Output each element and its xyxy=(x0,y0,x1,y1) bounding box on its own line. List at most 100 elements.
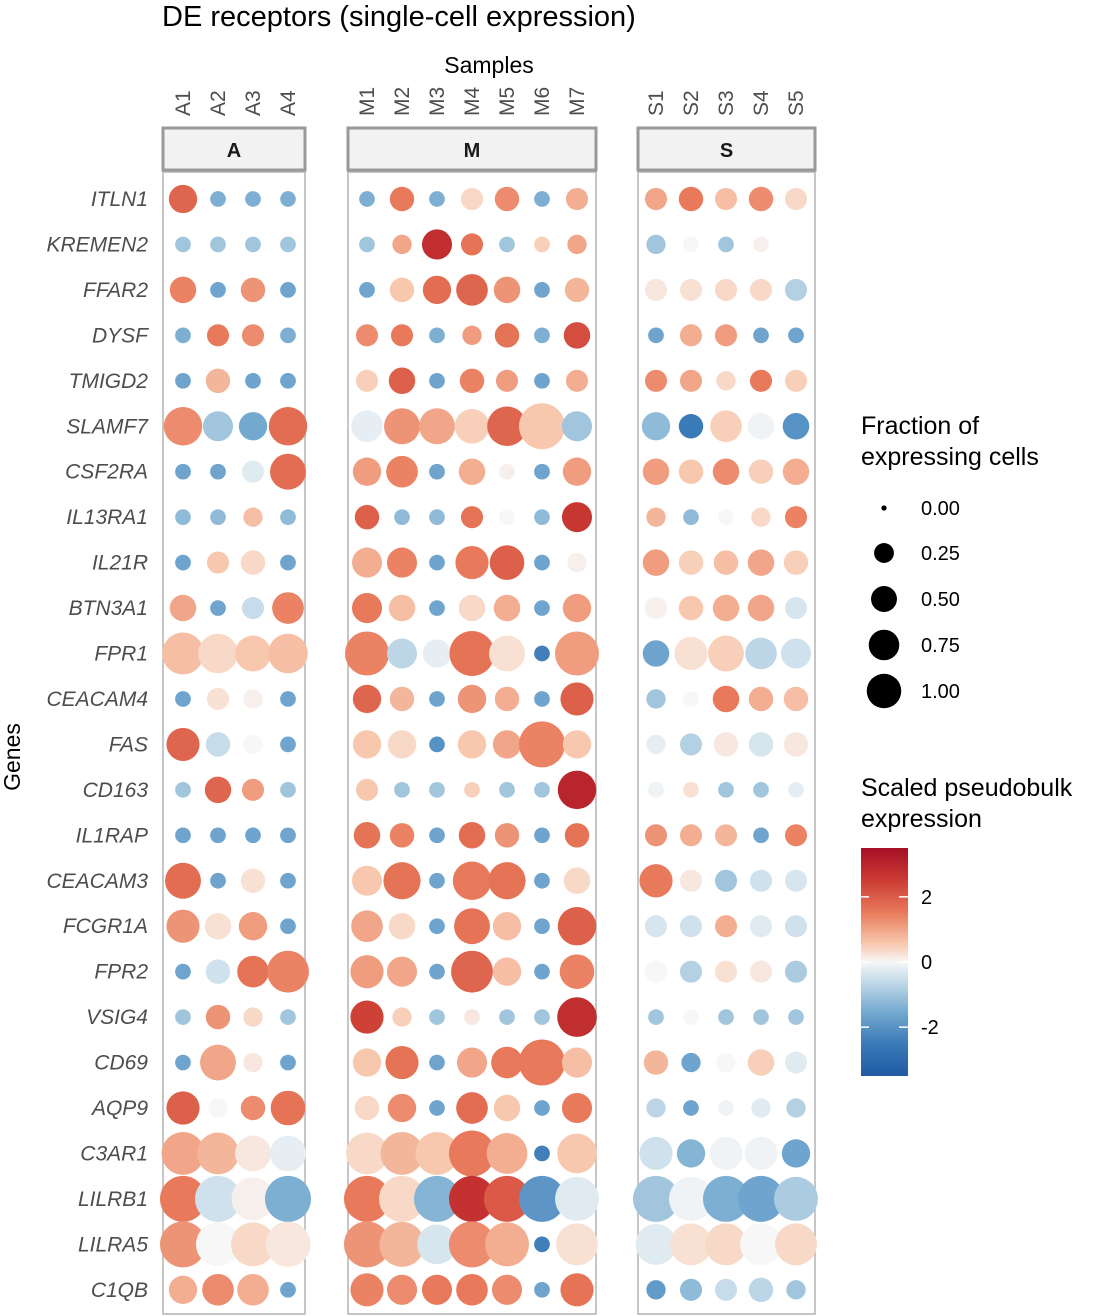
dot-LILRA5-M2 xyxy=(379,1221,425,1267)
dot-CD69-M2 xyxy=(385,1045,419,1080)
dot-FCGR1A-A4 xyxy=(280,918,296,935)
dot-CSF2RA-M5 xyxy=(499,463,515,480)
dot-SLAMF7-M4 xyxy=(454,408,490,444)
dot-SLAMF7-S4 xyxy=(747,413,775,440)
dot-CD69-M1 xyxy=(352,1048,382,1077)
dot-C3AR1-M5 xyxy=(486,1133,528,1174)
dot-CEACAM3-M7 xyxy=(563,867,591,894)
dot-C3AR1-M2 xyxy=(380,1131,424,1175)
dot-TMIGD2-A2 xyxy=(205,368,231,394)
dot-LILRA5-M3 xyxy=(417,1224,457,1265)
dot-CEACAM4-A1 xyxy=(175,691,191,707)
dot-CD69-M6 xyxy=(519,1039,565,1086)
dot-LILRA5-S2 xyxy=(670,1223,712,1266)
dot-IL21R-S5 xyxy=(783,550,809,575)
facet-panel-S: S S1 S2 S3 S4 S5 xyxy=(633,90,818,1315)
dot-FPR1-M7 xyxy=(555,631,599,676)
dot-FAS-S5 xyxy=(783,732,809,757)
dot-KREMEN2-A3 xyxy=(245,236,261,253)
dot-CD69-M4 xyxy=(456,1047,488,1078)
dot-CSF2RA-A4 xyxy=(270,453,306,490)
size-legend-label: 0.75 xyxy=(921,635,960,657)
dot-LILRA5-A2 xyxy=(196,1222,240,1267)
size-legend-key xyxy=(874,543,894,563)
dot-LILRA5-A3 xyxy=(231,1222,275,1267)
gene-label-IL21R: IL21R xyxy=(92,552,148,575)
dot-IL1RAP-S5 xyxy=(784,824,808,847)
dot-LILRA5-S1 xyxy=(635,1223,677,1265)
dot-KREMEN2-M4 xyxy=(460,233,484,256)
dot-IL21R-S2 xyxy=(678,550,704,575)
dot-VSIG4-A2 xyxy=(205,1004,231,1030)
dot-ITLN1-M7 xyxy=(565,187,589,211)
dot-FFAR2-M6 xyxy=(534,282,550,298)
dot-IL1RAP-M7 xyxy=(564,823,590,848)
y-axis-title: Genes xyxy=(0,723,25,791)
dot-C3AR1-M3 xyxy=(415,1131,459,1175)
dot-AQP9-S4 xyxy=(751,1098,771,1118)
dot-LILRB1-S2 xyxy=(669,1176,713,1221)
dot-FCGR1A-S4 xyxy=(749,915,773,938)
dot-LILRB1-M3 xyxy=(414,1175,460,1222)
dot-FPR2-S4 xyxy=(749,960,773,983)
dot-IL21R-M4 xyxy=(455,546,489,580)
dot-TMIGD2-M5 xyxy=(495,369,519,392)
dot-CSF2RA-A1 xyxy=(175,463,191,480)
dot-BTN3A1-M6 xyxy=(534,600,550,616)
dot-CD69-S3 xyxy=(716,1052,736,1073)
dot-FAS-M1 xyxy=(352,730,382,759)
dot-CD69-M5 xyxy=(491,1046,523,1079)
dot-FPR2-M7 xyxy=(559,954,595,989)
dot-FPR2-M5 xyxy=(492,957,522,986)
dot-C1QB-A2 xyxy=(202,1273,234,1306)
gene-label-CSF2RA: CSF2RA xyxy=(65,461,148,484)
size-legend-label: 0.00 xyxy=(921,498,960,520)
dot-SLAMF7-M7 xyxy=(561,411,593,442)
dot-CSF2RA-S5 xyxy=(782,458,810,485)
dot-CEACAM3-A1 xyxy=(165,862,201,899)
dot-FCGR1A-M4 xyxy=(454,908,490,945)
dot-IL21R-M6 xyxy=(534,554,550,571)
dot-CEACAM4-A3 xyxy=(243,689,263,709)
gene-label-LILRA5: LILRA5 xyxy=(78,1233,148,1256)
dot-VSIG4-M6 xyxy=(534,1009,550,1025)
dot-SLAMF7-M1 xyxy=(351,410,383,443)
sample-label-M3: M3 xyxy=(426,87,449,116)
dot-ITLN1-A4 xyxy=(280,191,296,207)
facet-strip-label: M xyxy=(464,140,481,162)
dot-CD69-M3 xyxy=(429,1054,445,1071)
dot-KREMEN2-M5 xyxy=(499,236,515,253)
dot-LILRB1-A1 xyxy=(160,1175,206,1222)
facet-strip xyxy=(161,126,307,172)
dot-FAS-M5 xyxy=(492,730,522,759)
dot-ITLN1-M6 xyxy=(534,191,550,207)
dot-LILRB1-S1 xyxy=(633,1175,679,1222)
dot-AQP9-S2 xyxy=(683,1100,699,1116)
dot-CEACAM3-M2 xyxy=(383,862,421,900)
size-legend-title: Fraction of expressing cells xyxy=(861,412,1039,471)
dot-FPR2-M4 xyxy=(451,950,493,993)
dot-FPR2-A2 xyxy=(205,959,231,984)
dot-IL1RAP-M1 xyxy=(353,822,381,849)
sample-label-M5: M5 xyxy=(496,87,519,116)
dot-DYSF-M5 xyxy=(494,323,520,348)
dot-DYSF-M6 xyxy=(534,327,550,344)
dot-FAS-M4 xyxy=(457,730,487,759)
dot-CD163-S4 xyxy=(753,781,769,798)
dot-IL13RA1-A3 xyxy=(243,507,263,527)
gene-label-VSIG4: VSIG4 xyxy=(86,1006,148,1029)
dot-C1QB-M3 xyxy=(421,1274,453,1305)
dot-CD163-S2 xyxy=(683,781,699,798)
sample-label-A3: A3 xyxy=(242,90,265,116)
dot-FPR1-S2 xyxy=(674,636,708,671)
dot-FAS-S1 xyxy=(646,734,666,755)
dot-IL13RA1-M4 xyxy=(460,506,484,529)
dot-DYSF-S1 xyxy=(648,327,664,344)
dot-CD163-M2 xyxy=(394,781,410,798)
dot-ITLN1-S3 xyxy=(714,187,738,211)
dot-CSF2RA-M6 xyxy=(534,463,550,480)
dot-CEACAM3-A3 xyxy=(240,868,266,893)
dot-TMIGD2-S2 xyxy=(679,369,703,392)
dot-C1QB-S5 xyxy=(786,1280,806,1300)
dot-FAS-M7 xyxy=(562,730,592,759)
